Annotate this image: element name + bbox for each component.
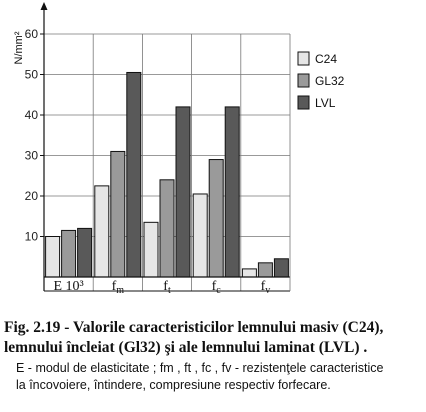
category-label: fv [261,279,271,296]
y-tick-label: 10 [25,230,39,244]
bar-c24-0 [45,236,61,278]
y-tick-label: 20 [25,189,39,203]
bar-lvl-2 [175,106,191,278]
bar-gl32-0 [61,229,77,278]
category-label: fc [212,279,222,296]
caption-line-2: lemnului încleiat (Gl32) şi ale lemnului… [4,339,368,356]
bar-lvl-4 [273,258,289,278]
legend: C24 GL32 LVL [297,51,345,110]
bar-lvl-0 [77,227,93,278]
bar-c24-1 [94,185,110,278]
bar-c24-3 [192,193,208,278]
note-line-2: la încovoiere, întindere, compresiune re… [16,378,331,392]
note-line-1: E - modul de elasticitate ; fm , ft , fc… [16,361,384,375]
bar-gl32-1 [110,150,126,278]
y-tick-label: 50 [25,68,39,82]
bar-c24-2 [143,221,159,278]
legend-label-lvl: LVL [315,96,336,110]
y-tick-labels: 10 20 30 40 50 60 [25,27,44,244]
legend-label-c24: C24 [315,52,337,66]
figure-caption: Fig. 2.19 - Valorile caracteristicilor l… [4,318,424,358]
category-label: fm [112,279,125,296]
bar-c24-4 [241,268,257,278]
legend-swatch-lvl [297,95,310,110]
bar-lvl-1 [126,71,142,278]
category-label: E 10³ [53,279,83,294]
bars [45,71,289,278]
y-tick-label: 40 [25,108,39,122]
bar-lvl-3 [224,106,240,278]
bar-gl32-3 [208,159,224,278]
bar-gl32-2 [159,179,175,278]
legend-swatch-gl32 [297,73,310,88]
y-tick-label: 30 [25,149,39,163]
legend-label-gl32: GL32 [315,74,345,88]
figure-note: E - modul de elasticitate ; fm , ft , fc… [16,360,424,394]
y-axis-label: N/mm² [13,31,25,64]
legend-swatch-c24 [297,51,310,66]
y-tick-label: 60 [25,27,39,41]
x-category-labels: E 10³ fm ft fc fv [53,279,270,296]
bar-chart: 10 20 30 40 50 60 E 10³ fm ft fc fv N/mm² C24 GL32… [13,2,345,296]
axes [40,2,291,292]
caption-line-1: Fig. 2.19 - Valorile caracteristicilor l… [4,319,384,336]
bar-gl32-4 [257,262,273,278]
category-label: ft [163,279,171,296]
y-axis-arrow [40,2,48,10]
